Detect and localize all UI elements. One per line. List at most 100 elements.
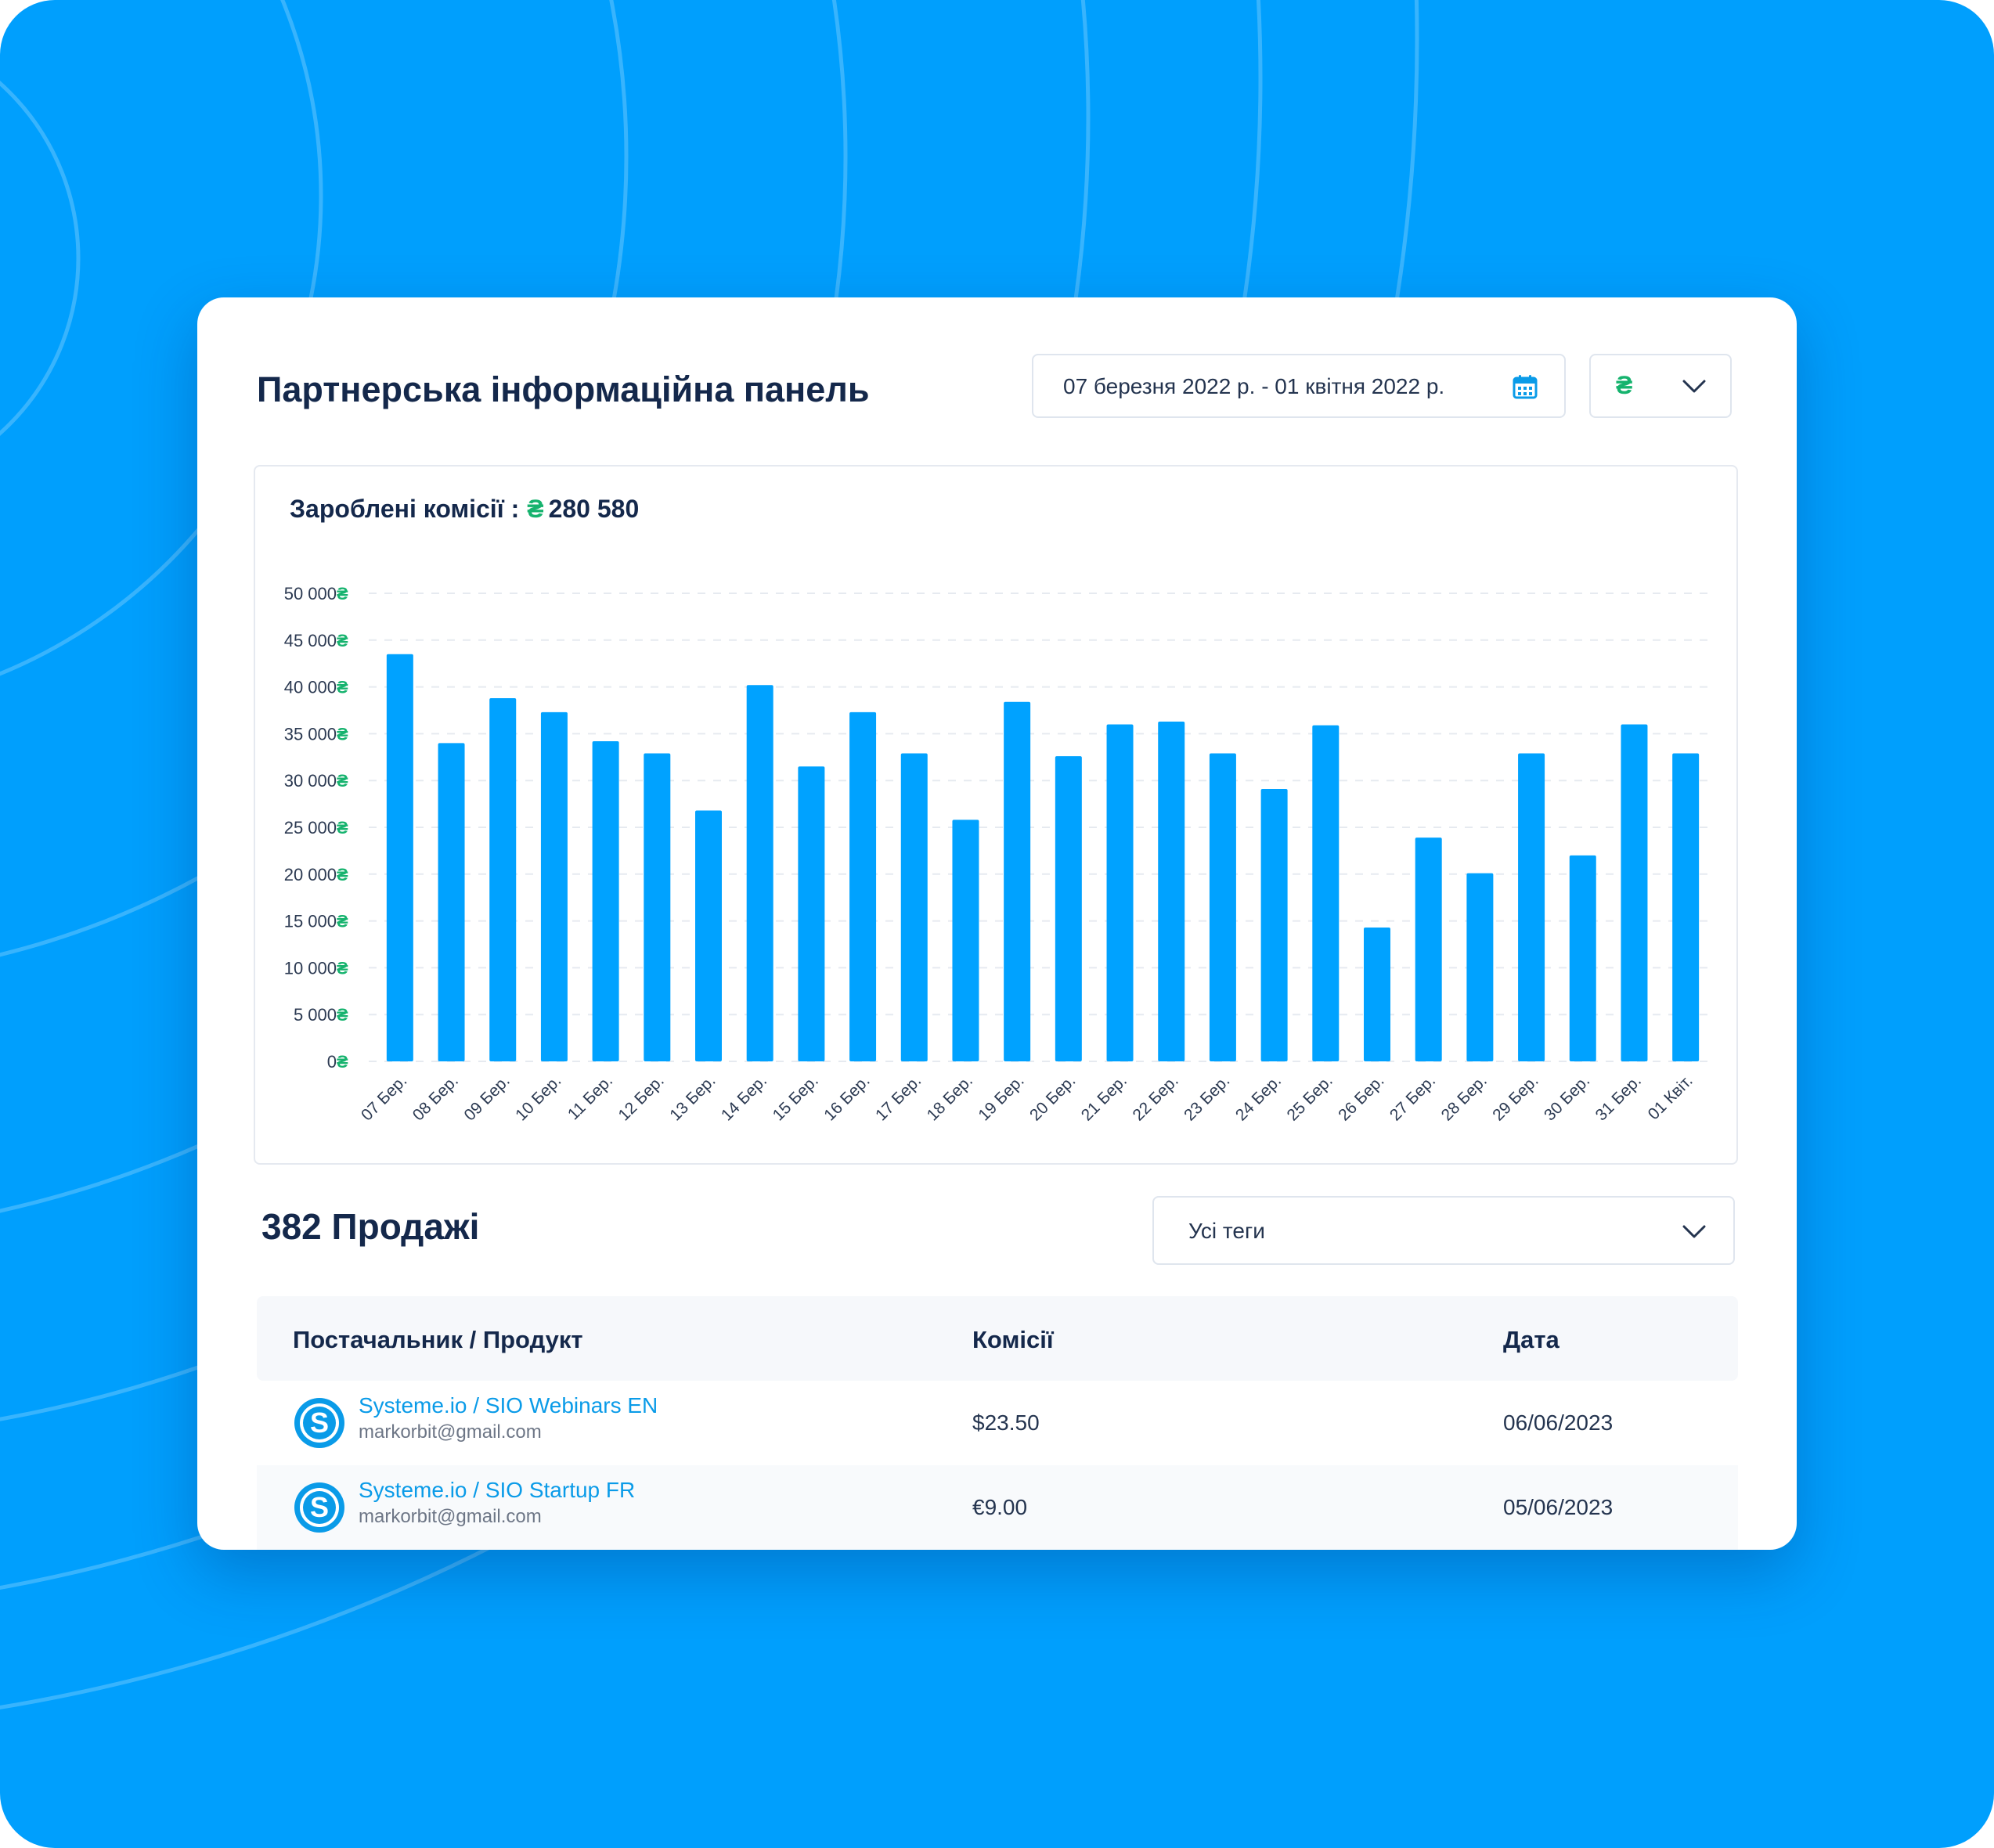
x-tick-label: 01 Квіт. xyxy=(1645,1072,1697,1123)
bar[interactable] xyxy=(1209,753,1236,1061)
bar[interactable] xyxy=(900,753,928,1061)
y-tick-label: 50 000 xyxy=(284,584,337,603)
tags-filter-select[interactable]: Усі теги xyxy=(1152,1196,1735,1265)
bar[interactable] xyxy=(798,766,825,1061)
commissions-chart-panel: Зароблені комісії : ₴ 280 580 0 ₴ 5 000 ₴ 10 0… xyxy=(254,465,1738,1165)
chevron-down-icon xyxy=(1682,1225,1706,1238)
x-tick-label: 29 Бер. xyxy=(1489,1072,1541,1124)
y-tick-currency: ₴ xyxy=(337,818,348,838)
y-tick-label: 40 000 xyxy=(284,678,337,697)
x-tick-label: 16 Бер. xyxy=(820,1072,873,1124)
table-row[interactable]: S Systeme.io / SIO Webinars EN markorbit… xyxy=(257,1381,1738,1465)
y-tick-currency: ₴ xyxy=(337,724,348,744)
x-tick-label: 25 Бер. xyxy=(1284,1072,1336,1124)
bar[interactable] xyxy=(489,697,517,1061)
chevron-down-icon xyxy=(1682,380,1706,393)
bar[interactable] xyxy=(1364,927,1390,1061)
column-header-product[interactable]: Постачальник / Продукт xyxy=(293,1326,583,1353)
sale-date: 05/06/2023 xyxy=(1503,1495,1614,1519)
bar[interactable] xyxy=(1312,725,1340,1061)
x-tick-label: 08 Бер. xyxy=(409,1072,462,1124)
currency-symbol: ₴ xyxy=(1616,371,1633,399)
bar[interactable] xyxy=(1569,855,1596,1061)
bar[interactable] xyxy=(592,740,619,1061)
y-tick-label: 5 000 xyxy=(294,1005,337,1025)
y-tick-label: 25 000 xyxy=(284,818,337,838)
date-range-picker[interactable]: 07 березня 2022 р. - 01 квітня 2022 р. xyxy=(1032,354,1566,418)
y-tick-label: 20 000 xyxy=(284,865,337,884)
bar[interactable] xyxy=(540,711,568,1061)
bar[interactable] xyxy=(1004,701,1031,1061)
bar[interactable] xyxy=(438,743,465,1061)
bar[interactable] xyxy=(695,810,722,1061)
currency-select[interactable]: ₴ xyxy=(1589,354,1732,418)
bar[interactable] xyxy=(849,711,877,1061)
systeme-logo-icon: S xyxy=(294,1398,344,1448)
chart-title-currency: ₴ xyxy=(527,495,544,523)
bar[interactable] xyxy=(1158,721,1185,1061)
sale-date: 06/06/2023 xyxy=(1503,1410,1614,1435)
y-tick-currency: ₴ xyxy=(337,678,348,697)
y-tick-currency: ₴ xyxy=(337,584,348,603)
date-range-text: 07 березня 2022 р. - 01 квітня 2022 р. xyxy=(1063,374,1445,398)
y-tick-label: 15 000 xyxy=(284,912,337,931)
x-tick-label: 23 Бер. xyxy=(1181,1072,1233,1124)
y-tick-currency: ₴ xyxy=(337,865,348,884)
table-row[interactable]: S Systeme.io / SIO Startup FR markorbit@… xyxy=(257,1465,1738,1550)
y-tick-label: 0 xyxy=(327,1052,337,1072)
sales-count-title: 382 Продажі xyxy=(261,1206,480,1247)
y-tick-currency: ₴ xyxy=(337,958,348,978)
svg-text:S: S xyxy=(310,1491,329,1523)
product-link[interactable]: Systeme.io / SIO Startup FR xyxy=(359,1478,636,1502)
commission-value: €9.00 xyxy=(972,1495,1028,1519)
x-tick-label: 28 Бер. xyxy=(1438,1072,1491,1124)
x-tick-label: 19 Бер. xyxy=(975,1072,1027,1124)
y-tick-label: 10 000 xyxy=(284,958,337,978)
bar[interactable] xyxy=(1672,753,1700,1061)
chart-title-label: Зароблені комісії : xyxy=(290,495,520,523)
bar[interactable] xyxy=(746,685,773,1061)
commissions-bar-chart: 0 ₴5 000 ₴10 000 ₴15 000 ₴20 000 ₴25 000 ₴30 0… xyxy=(284,584,1715,1125)
affiliate-dashboard-card: Партнерська інформаційна панель 07 берез… xyxy=(197,297,1797,1550)
bar[interactable] xyxy=(1466,873,1494,1061)
tags-filter-value: Усі теги xyxy=(1188,1219,1265,1243)
bar[interactable] xyxy=(1106,724,1134,1061)
x-tick-label: 14 Бер. xyxy=(718,1072,770,1124)
column-header-date[interactable]: Дата xyxy=(1503,1326,1560,1353)
bar[interactable] xyxy=(386,654,413,1061)
x-tick-label: 30 Бер. xyxy=(1541,1072,1593,1124)
bar[interactable] xyxy=(1055,756,1082,1061)
y-tick-label: 35 000 xyxy=(284,724,337,744)
x-tick-label: 13 Бер. xyxy=(666,1072,719,1124)
table-header: Постачальник / Продукт Комісії Дата xyxy=(257,1296,1738,1381)
customer-email: markorbit@gmail.com xyxy=(359,1506,542,1527)
chart-title-total: 280 580 xyxy=(548,495,640,523)
bar[interactable] xyxy=(952,820,979,1061)
column-header-commission[interactable]: Комісії xyxy=(972,1326,1054,1353)
x-tick-label: 24 Бер. xyxy=(1232,1072,1285,1124)
calendar-icon xyxy=(1513,375,1538,399)
x-tick-label: 07 Бер. xyxy=(358,1072,410,1124)
bar[interactable] xyxy=(644,753,671,1061)
chart-title: Зароблені комісії : ₴ 280 580 xyxy=(290,495,639,524)
y-tick-label: 30 000 xyxy=(284,771,337,791)
y-tick-currency: ₴ xyxy=(337,631,348,650)
x-tick-label: 21 Бер. xyxy=(1078,1072,1130,1124)
product-link[interactable]: Systeme.io / SIO Webinars EN xyxy=(359,1393,658,1418)
x-tick-label: 22 Бер. xyxy=(1129,1072,1181,1124)
x-tick-label: 11 Бер. xyxy=(564,1072,616,1123)
bar[interactable] xyxy=(1621,724,1648,1061)
bar[interactable] xyxy=(1415,838,1442,1061)
systeme-logo-icon: S xyxy=(294,1482,344,1533)
bar[interactable] xyxy=(1260,788,1288,1061)
x-tick-label: 10 Бер. xyxy=(512,1072,564,1124)
x-tick-label: 26 Бер. xyxy=(1335,1072,1387,1124)
customer-email: markorbit@gmail.com xyxy=(359,1421,542,1443)
y-tick-currency: ₴ xyxy=(337,912,348,931)
y-tick-currency: ₴ xyxy=(337,1005,348,1025)
page-title: Партнерська інформаційна панель xyxy=(257,369,870,409)
bar[interactable] xyxy=(1518,753,1545,1061)
svg-text:S: S xyxy=(310,1407,329,1439)
